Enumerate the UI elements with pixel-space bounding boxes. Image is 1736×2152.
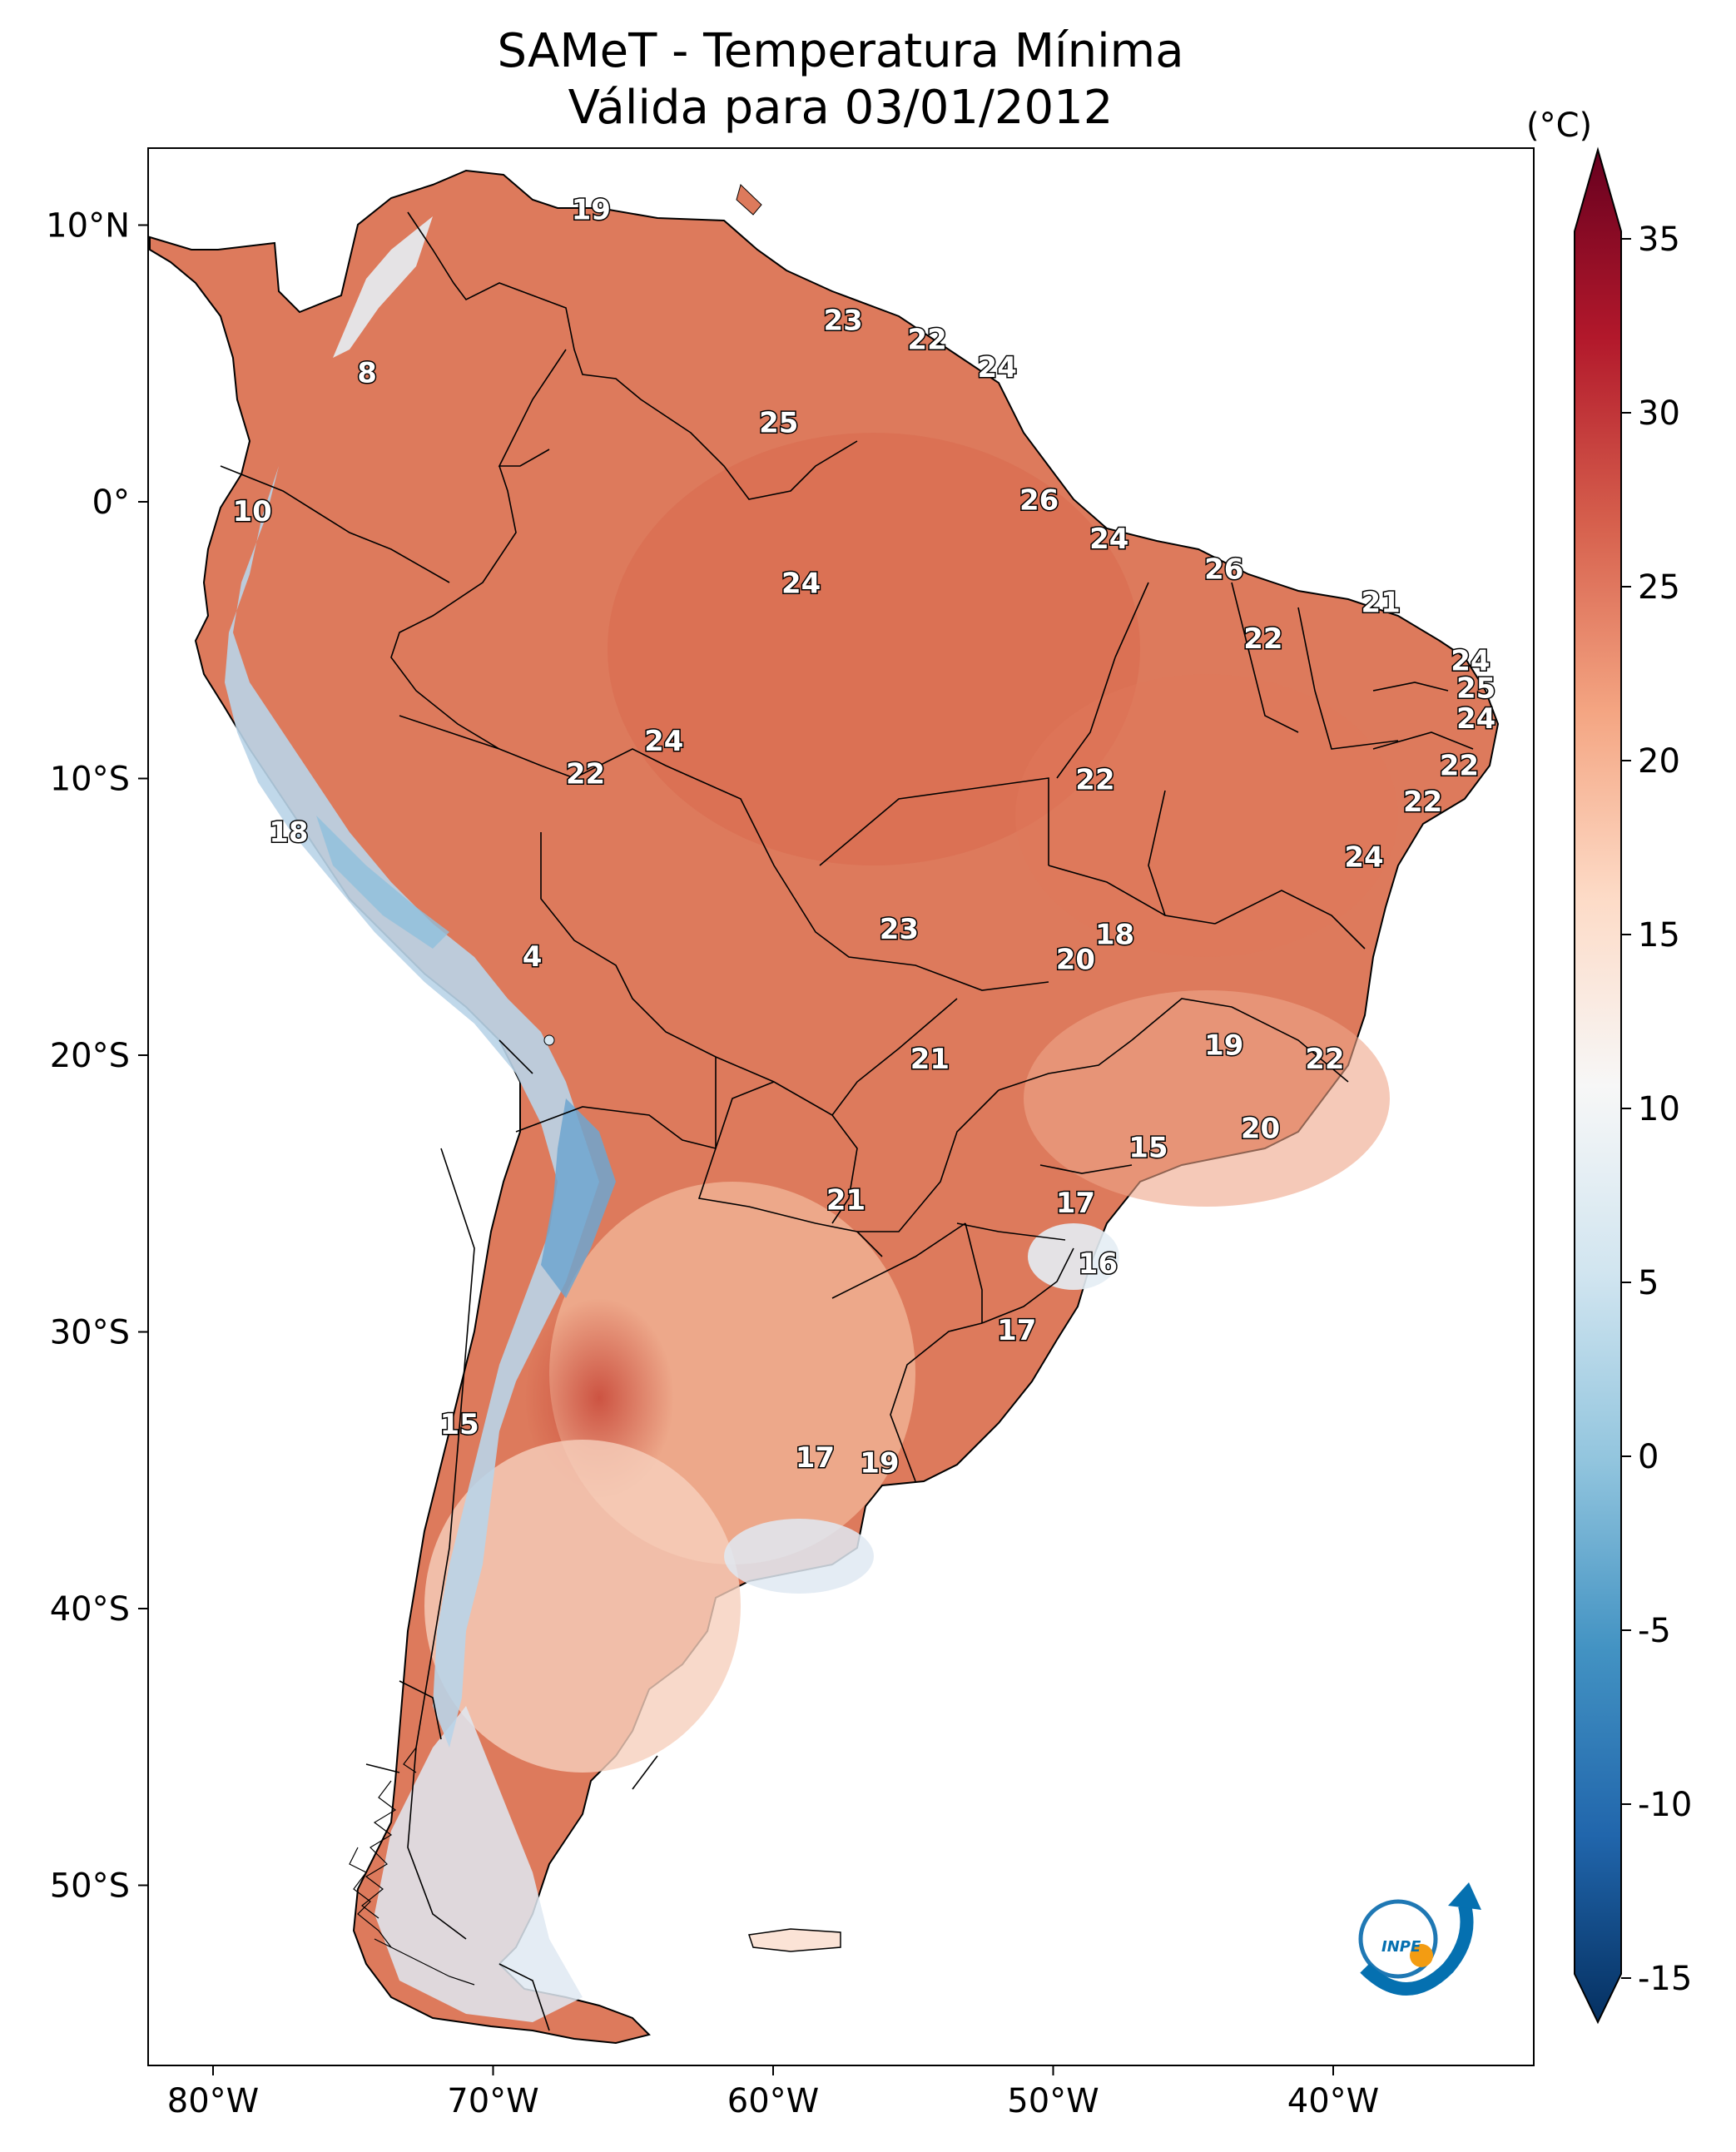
temperature-value-label: 21: [826, 1184, 866, 1217]
temperature-value-label: 15: [1128, 1132, 1168, 1165]
altiplano-coldest-area: [541, 1098, 616, 1298]
colorbar-tick-label: 5: [1638, 1264, 1659, 1302]
south-brazil-cool-area: [1028, 1223, 1119, 1290]
country-borders: [220, 211, 1474, 2031]
colorbar-ticks: 35 30 25 20 15 10 5 0 -5 -10 -15: [1621, 221, 1692, 1998]
northeast-warm-area: [1015, 674, 1398, 957]
southern-patagonia-cool-area: [374, 1706, 583, 2022]
temperature-value-label: 4: [523, 940, 543, 974]
temperature-value-label: 24: [1451, 644, 1490, 677]
longitude-axis: 80°W 70°W 60°W 50°W 40°W: [167, 2065, 1379, 2120]
colorbar-tick-label: -10: [1638, 1786, 1692, 1824]
temperature-value-label: 24: [644, 725, 683, 758]
temperature-value-label: 17: [1056, 1187, 1095, 1220]
colorbar-unit-label: (°C): [1526, 107, 1593, 145]
patagonia-mild-area: [424, 1440, 741, 1773]
temperature-value-label: 8: [357, 357, 377, 390]
temperature-value-label: 22: [566, 758, 605, 791]
peru-andes-cold-area: [316, 816, 449, 949]
temperature-value-label: 26: [1019, 484, 1059, 518]
longitude-tick-label: 60°W: [727, 2082, 819, 2120]
temperature-value-label: 23: [823, 304, 862, 337]
temperature-value-label: 21: [1362, 587, 1401, 620]
map-title-line1: SAMeT - Temperatura Mínima: [497, 24, 1184, 78]
temperature-value-label: 23: [880, 913, 919, 946]
latitude-axis: 10°N 0° 10°S 20°S 30°S 40°S 50°S: [46, 207, 148, 1906]
latitude-tick-label: 10°N: [46, 207, 130, 245]
inpe-logo-text: INPE: [1381, 1938, 1421, 1956]
temperature-value-label: 25: [759, 406, 798, 439]
latitude-tick-label: 0°: [92, 483, 130, 522]
temperature-value-label: 24: [1344, 840, 1383, 874]
temperature-value-label: 20: [1241, 1112, 1280, 1145]
southeast-mild-area: [1024, 990, 1390, 1207]
colorbar-tick-label: 0: [1638, 1438, 1659, 1476]
latitude-tick-label: 30°S: [50, 1314, 130, 1352]
temperature-value-label: 24: [1456, 702, 1495, 736]
temperature-value-label: 18: [1095, 919, 1134, 952]
buenos-aires-cool-area: [724, 1519, 874, 1594]
temperature-value-label: 22: [1440, 750, 1479, 783]
colorbar: 35 30 25 20 15 10 5 0 -5 -10 -15: [1574, 146, 1692, 2025]
longitude-tick-label: 50°W: [1007, 2082, 1099, 2120]
map-title: SAMeT - Temperatura Mínima Válida para 0…: [150, 23, 1531, 136]
temperature-value-label: 22: [1075, 763, 1114, 796]
colorbar-tick-label: 30: [1638, 394, 1680, 433]
colorbar-tick-label: 20: [1638, 742, 1680, 781]
colorbar-tick-label: 10: [1638, 1090, 1680, 1128]
temperature-value-label: 15: [439, 1408, 479, 1441]
northern-andes-cool-belt: [333, 216, 433, 358]
lake-titicaca: [543, 1034, 555, 1046]
map-frame: [147, 147, 1535, 2066]
falkland-islands: [748, 1928, 841, 1952]
inpe-logo-arc: [1360, 1904, 1474, 1996]
longitude-tick-label: 70°W: [447, 2082, 538, 2120]
temperature-value-label: 10: [232, 495, 271, 528]
temperature-value-label: 22: [1305, 1043, 1344, 1076]
temperature-value-label: 22: [1403, 786, 1442, 819]
temperature-value-label: 22: [1243, 622, 1282, 656]
temperature-value-label: 19: [860, 1447, 899, 1480]
map-layers: [149, 169, 1500, 2045]
temperature-value-label: 20: [1056, 943, 1095, 976]
temperature-value-label: 26: [1204, 553, 1243, 587]
colorbar-tick-label: 15: [1638, 916, 1680, 955]
latitude-tick-label: 20°S: [50, 1037, 130, 1075]
colorbar-tick-label: -5: [1638, 1612, 1671, 1650]
temperature-value-label: 19: [572, 193, 611, 226]
andes-cold-belt: [225, 466, 599, 1748]
temperature-value-label: 19: [1204, 1029, 1243, 1063]
colorbar-tick-label: 35: [1638, 221, 1680, 259]
map-title-line2: Válida para 03/01/2012: [568, 81, 1114, 135]
colorbar-tick-label: -15: [1638, 1960, 1692, 1998]
temperature-value-label: 25: [1456, 672, 1495, 706]
longitude-tick-label: 40°W: [1287, 2082, 1379, 2120]
inpe-logo-dot: [1410, 1944, 1433, 1967]
inpe-logo: INPE: [1358, 1882, 1481, 1996]
temperature-value-label: 17: [796, 1441, 835, 1475]
temperature-value-label: 24: [1089, 523, 1128, 556]
colorbar-body: [1574, 146, 1622, 2025]
colorbar-tick-label: 25: [1638, 568, 1680, 607]
trinidad-island: [736, 184, 762, 216]
temperature-value-label: 24: [781, 567, 821, 600]
temperature-value-label: 17: [997, 1314, 1036, 1347]
temperature-value-label: 24: [978, 351, 1017, 384]
amazon-warm-area: [608, 433, 1140, 865]
temperature-value-label: 22: [907, 324, 946, 357]
temperature-value-label: 21: [910, 1043, 950, 1076]
latitude-tick-label: 10°S: [50, 761, 130, 799]
inpe-logo-arrow: [1448, 1882, 1481, 1910]
longitude-tick-label: 80°W: [167, 2082, 259, 2120]
chilean-archipelago: [349, 1747, 475, 1986]
temperature-value-label: 18: [269, 816, 308, 850]
latitude-tick-label: 40°S: [50, 1590, 130, 1629]
temperature-value-label: 16: [1079, 1247, 1118, 1281]
latitude-tick-label: 50°S: [50, 1867, 130, 1906]
